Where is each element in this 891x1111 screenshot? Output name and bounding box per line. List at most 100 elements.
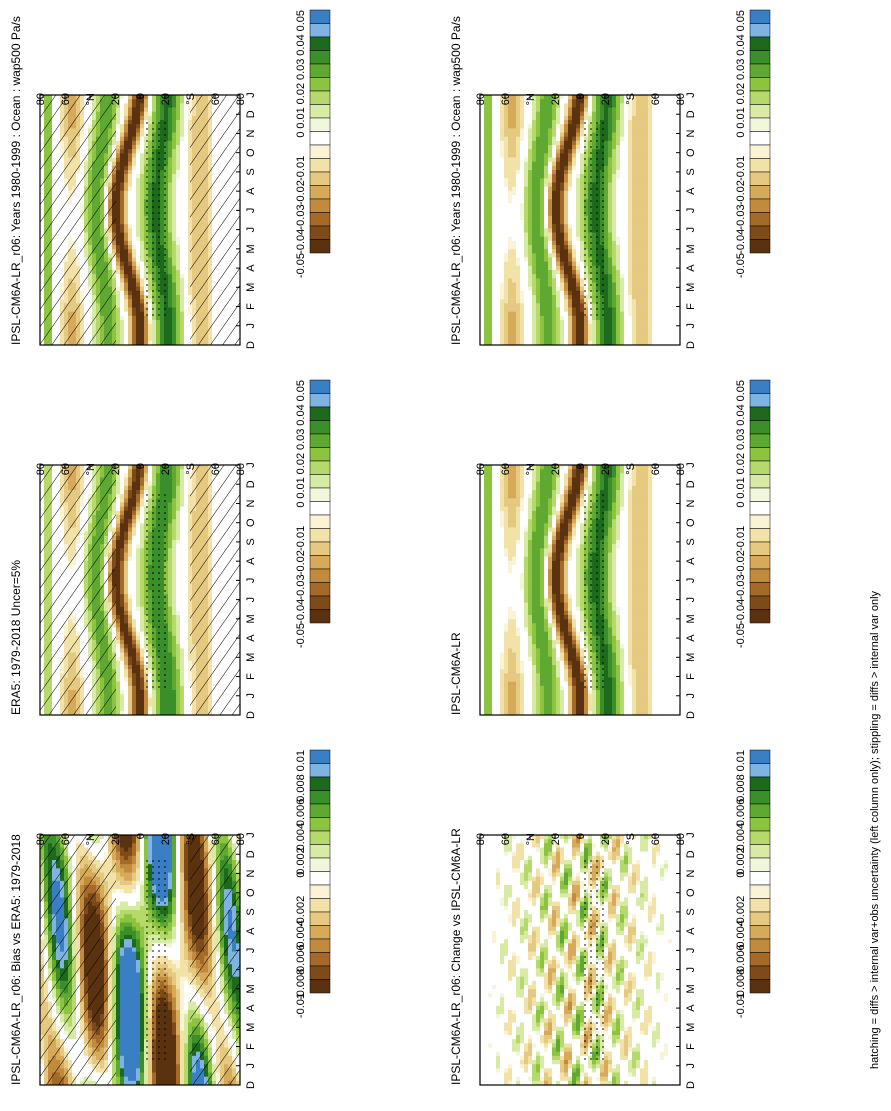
heatmap-cell [184,183,188,187]
heatmap-cell [180,324,184,328]
panel-2: 80 60 °N 20 0 20 °S 60 80DJFMAMJJASONDJIPSL-CM6A… [449,10,770,349]
heatmap-cell [136,195,140,199]
heatmap-cell [136,245,140,249]
heatmap-cell [552,316,556,320]
heatmap-cell [484,174,488,178]
heatmap-cell [512,95,516,99]
heatmap-cell [540,212,544,216]
heatmap-cell [180,312,184,316]
heatmap-cell [116,174,120,178]
heatmap-cell [504,337,508,341]
heatmap-cell [128,337,132,341]
heatmap-cell [508,191,512,195]
heatmap-cell [128,153,132,157]
heatmap-cell [500,283,504,287]
heatmap-cell [148,95,152,99]
heatmap-cells [480,95,680,345]
heatmap-cell [516,133,520,137]
heatmap-cell [504,249,508,253]
heatmap-cell [564,308,568,312]
heatmap-cell [140,149,144,153]
heatmap-cell [552,133,556,137]
heatmap-cell [508,158,512,162]
heatmap-cell [176,133,180,137]
heatmap-cell [576,191,580,195]
heatmap-cell [504,295,508,299]
heatmap-cell [528,312,532,316]
heatmap-cell [492,337,496,341]
heatmap-cell [536,291,540,295]
month-tick-label: J [245,208,257,214]
heatmap-cell [528,291,532,295]
heatmap-cell [556,178,560,182]
heatmap-cell [168,224,172,228]
heatmap-cell [520,191,524,195]
heatmap-cell [164,108,168,112]
heatmap-cell [528,191,532,195]
heatmap-cell [588,324,592,328]
heatmap-cell [120,195,124,199]
heatmap-cell [540,283,544,287]
heatmap-cell [184,233,188,237]
heatmap-cell [540,187,544,191]
heatmap-cell [568,224,572,228]
heatmap-cell [580,120,584,124]
heatmap-cell [552,333,556,337]
heatmap-cell [164,324,168,328]
heatmap-cell [124,174,128,178]
heatmap-cell [544,316,548,320]
heatmap-cell [540,191,544,195]
heatmap-cell [552,328,556,332]
heatmap-cell [152,333,156,337]
heatmap-cell [120,208,124,212]
heatmap-cell [544,241,548,245]
heatmap-cell [480,145,484,149]
heatmap-cell [484,199,488,203]
heatmap-cell [520,158,524,162]
heatmap-cell [500,308,504,312]
heatmap-cell [516,303,520,307]
heatmap-cell [556,299,560,303]
heatmap-cell [536,141,540,145]
heatmap-cell [528,249,532,253]
heatmap-cell [544,220,548,224]
heatmap-cell [492,120,496,124]
heatmap-cell [504,183,508,187]
heatmap-cell [500,233,504,237]
heatmap-cell [536,166,540,170]
heatmap-cell [128,220,132,224]
heatmap-cell [560,249,564,253]
heatmap-cell [548,183,552,187]
heatmap-cell [548,258,552,262]
heatmap-cell [492,174,496,178]
heatmap-cell [512,283,516,287]
heatmap-cell [520,216,524,220]
heatmap-cell [580,233,584,237]
heatmap-cell [488,137,492,141]
heatmap-cell [484,324,488,328]
heatmap-cell [512,199,516,203]
heatmap-cell [528,295,532,299]
heatmap-cell [180,99,184,103]
heatmap-cell [516,295,520,299]
heatmap-cell [176,224,180,228]
heatmap-cell [160,328,164,332]
heatmap-cell [480,183,484,187]
heatmap-cell [516,220,520,224]
heatmap-cell [140,120,144,124]
heatmap-cell [484,283,488,287]
heatmap-cell [136,162,140,166]
heatmap-cell [500,274,504,278]
heatmap-cell [532,220,536,224]
heatmap-cell [552,308,556,312]
heatmap-cell [528,212,532,216]
heatmap-cell [544,337,548,341]
heatmap-cell [600,320,604,324]
heatmap-cell [512,203,516,207]
colorbar-tick-label: 0.05 [295,10,307,31]
heatmap-cell [536,262,540,266]
heatmap-cell [132,162,136,166]
heatmap-cell [172,208,176,212]
heatmap-cell [512,162,516,166]
heatmap-cell [504,166,508,170]
